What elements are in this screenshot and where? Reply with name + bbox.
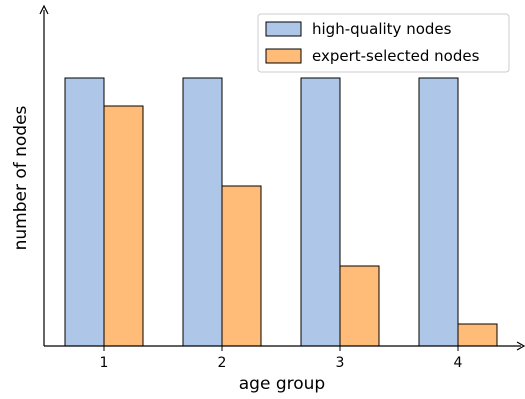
y-axis-label: number of nodes [11, 105, 31, 250]
legend-frame [257, 13, 510, 73]
bar-high-quality-2 [182, 77, 223, 347]
bar-high-quality-1 [64, 77, 105, 347]
x-axis-label: age group [239, 374, 325, 394]
bar-high-quality-3 [300, 77, 341, 347]
legend-swatch-expert-selected [265, 48, 302, 64]
legend: high-quality nodes expert-selected nodes [257, 13, 510, 73]
bar-expert-selected-4 [457, 323, 498, 347]
axes [39, 4, 525, 351]
bar-expert-selected-2 [221, 185, 262, 347]
bar-high-quality-4 [418, 77, 459, 347]
y-axis-arrow-icon [39, 4, 49, 15]
legend-label-high-quality: high-quality nodes [312, 20, 452, 38]
x-tick-label-2: 2 [218, 355, 227, 371]
x-tick-label-4: 4 [454, 355, 463, 371]
legend-swatch-high-quality [265, 21, 302, 37]
x-ticks: 1 2 3 4 [100, 346, 463, 371]
legend-label-expert-selected: expert-selected nodes [312, 47, 480, 65]
x-axis-arrow-icon [516, 341, 525, 351]
bar-expert-selected-1 [103, 105, 144, 347]
bars [64, 77, 498, 347]
bar-expert-selected-3 [339, 265, 380, 347]
x-tick-label-1: 1 [100, 355, 109, 371]
x-tick-label-3: 3 [336, 355, 345, 371]
